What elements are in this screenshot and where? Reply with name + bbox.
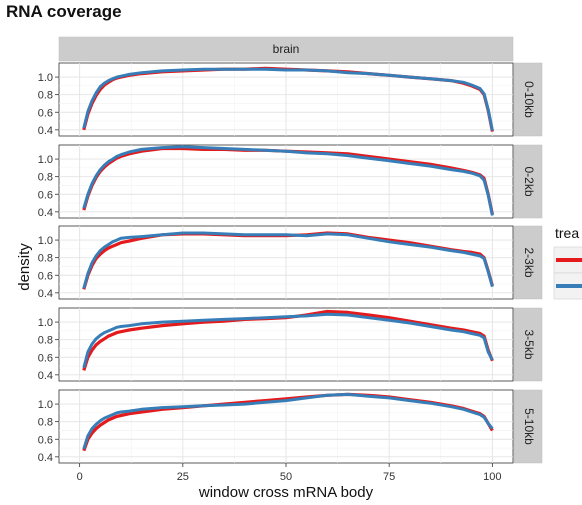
x-tick-label: 75: [383, 471, 395, 483]
row-strip-label-2-3kb: 2-3kb: [522, 247, 536, 277]
legend: trea: [553, 225, 582, 300]
panel-0-2kb: 0.4 0.6 0.8 1.0 0-2kb: [38, 144, 543, 219]
row-strip-label-5-10kb: 5-10kb: [522, 408, 536, 445]
row-strip-background: [513, 307, 543, 382]
x-tick-label: 0: [77, 471, 83, 483]
y-tick-label: 0.8: [38, 90, 53, 102]
facet-panels: 0.40.60.81.00-10kb0.40.60.81.00-2kb0.40.…: [38, 62, 543, 464]
panel-2-3kb: 0.4 0.6 0.8 1.0 2-3kb: [38, 225, 543, 300]
y-tick-label: 0.6: [38, 352, 53, 364]
row-strip-background: [513, 225, 543, 300]
y-tick-label: 0.6: [38, 189, 53, 201]
panel-0-10kb: 0.4 0.6 0.8 1.0 0-10kb: [38, 62, 543, 137]
panel-5-10kb: 0.4 0.6 0.8 1.0 5-10kb: [38, 389, 543, 464]
x-tick-label: 25: [177, 471, 189, 483]
chart-title: RNA coverage: [6, 2, 122, 21]
y-tick-label: 0.4: [38, 207, 53, 219]
row-strip-background: [513, 62, 543, 137]
row-strip-label-3-5kb: 3-5kb: [522, 329, 536, 359]
series-line-2-2-3kb: [82, 231, 494, 289]
y-tick-label: 1.0: [38, 72, 53, 84]
row-strip-background: [513, 144, 543, 219]
x-axis: 0 25 50 75 100: [77, 463, 502, 483]
y-tick-label: 1.0: [38, 235, 53, 247]
column-strip-label: brain: [273, 42, 300, 56]
y-axis-title: density: [16, 243, 33, 291]
series-line-2-5-10kb: [82, 392, 494, 450]
y-tick-label: 0.6: [38, 434, 53, 446]
y-tick-label: 0.4: [38, 370, 53, 382]
row-strip-label-0-10kb: 0-10kb: [522, 81, 536, 118]
y-tick-label: 1.0: [38, 154, 53, 166]
row-strip-label-0-2kb: 0-2kb: [522, 166, 536, 196]
y-tick-label: 0.8: [38, 335, 53, 347]
series-line-2-3-5kb: [82, 312, 494, 369]
x-tick-label: 100: [483, 471, 501, 483]
y-tick-label: 0.4: [38, 288, 53, 300]
y-tick-label: 0.6: [38, 107, 53, 119]
column-strip: brain: [58, 36, 514, 62]
panel-3-5kb: 0.4 0.6 0.8 1.0 3-5kb: [38, 307, 543, 382]
y-tick-label: 1.0: [38, 317, 53, 329]
legend-title: trea: [555, 225, 579, 241]
y-tick-label: 0.4: [38, 125, 53, 137]
y-tick-label: 0.4: [38, 452, 53, 464]
y-tick-label: 0.6: [38, 270, 53, 282]
x-axis-title: window cross mRNA body: [198, 484, 374, 501]
row-strip-background: [513, 389, 543, 464]
y-tick-label: 0.8: [38, 253, 53, 265]
series-line-2-0-2kb: [82, 145, 494, 216]
column-strip-background: [58, 36, 514, 62]
y-tick-label: 0.8: [38, 172, 53, 184]
y-tick-label: 0.8: [38, 417, 53, 429]
series-line-2-0-10kb: [82, 67, 494, 131]
x-tick-label: 50: [280, 471, 292, 483]
y-tick-label: 1.0: [38, 399, 53, 411]
